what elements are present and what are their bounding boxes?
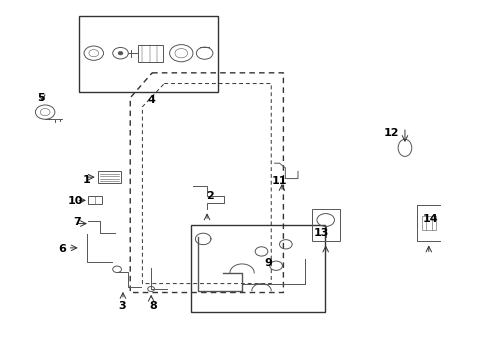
Circle shape: [147, 287, 154, 292]
Text: 11: 11: [271, 176, 286, 186]
Bar: [79, 16, 217, 93]
Bar: [137, 45, 163, 62]
Text: 10: 10: [67, 196, 83, 206]
Text: 7: 7: [73, 217, 81, 227]
Text: 5: 5: [38, 93, 45, 103]
Bar: [98, 171, 121, 183]
Text: 9: 9: [264, 258, 271, 268]
Text: 6: 6: [58, 244, 66, 253]
Bar: [88, 197, 102, 204]
Text: 3: 3: [118, 301, 125, 311]
Text: 1: 1: [82, 175, 90, 185]
Bar: [191, 225, 324, 312]
Bar: [421, 216, 435, 230]
Bar: [311, 209, 339, 241]
Text: 12: 12: [383, 128, 398, 138]
Circle shape: [118, 51, 122, 55]
Text: 2: 2: [206, 191, 214, 201]
Text: 14: 14: [422, 213, 437, 224]
Text: 4: 4: [147, 95, 155, 105]
Text: 13: 13: [313, 228, 328, 238]
Text: 8: 8: [149, 301, 157, 311]
